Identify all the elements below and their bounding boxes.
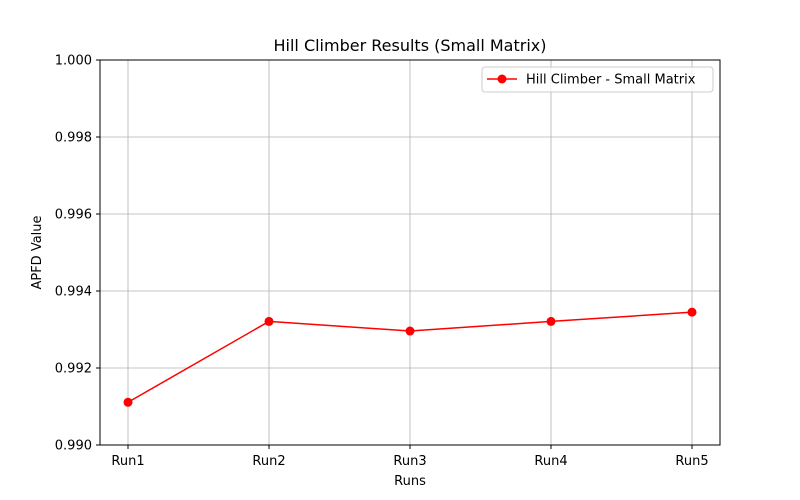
data-point bbox=[546, 316, 556, 326]
data-point bbox=[687, 307, 697, 317]
y-tick-label: 0.992 bbox=[55, 362, 92, 377]
data-point bbox=[264, 316, 274, 326]
y-tick-label: 0.996 bbox=[55, 208, 92, 223]
y-tick-label: 0.998 bbox=[55, 131, 92, 146]
data-point bbox=[405, 326, 415, 336]
legend-label: Hill Climber - Small Matrix bbox=[526, 73, 696, 88]
data-point bbox=[123, 397, 133, 407]
x-tick-label: Run1 bbox=[111, 454, 144, 469]
legend-box bbox=[481, 66, 714, 93]
x-tick-label: Run2 bbox=[252, 454, 285, 469]
x-tick-label: Run3 bbox=[393, 454, 426, 469]
y-axis-label: APFD Value bbox=[30, 215, 45, 289]
y-tick-label: 1.000 bbox=[55, 54, 92, 69]
legend-marker bbox=[497, 74, 507, 84]
y-tick-label: 0.994 bbox=[55, 285, 92, 300]
series-layer bbox=[123, 307, 697, 407]
x-tick-label: Run5 bbox=[675, 454, 708, 469]
x-axis-label: Runs bbox=[394, 474, 426, 489]
x-tick-label: Run4 bbox=[534, 454, 567, 469]
ticks: Run1 Run2 Run3 Run4 Run5 0.990 0.992 0.994 0.996… bbox=[55, 54, 709, 470]
chart-title: Hill Climber Results (Small Matrix) bbox=[273, 36, 546, 55]
legend: Hill Climber - Small Matrix bbox=[481, 66, 714, 93]
y-tick-label: 0.990 bbox=[55, 439, 92, 454]
